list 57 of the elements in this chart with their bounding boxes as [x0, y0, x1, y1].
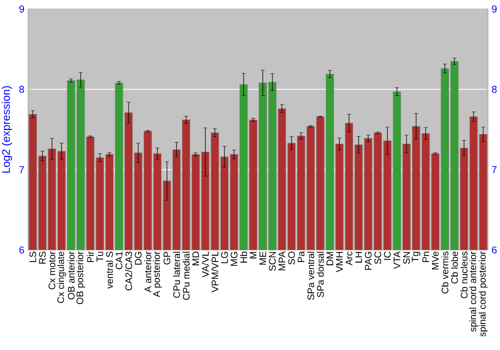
x-tick-label: VMH	[336, 252, 343, 272]
x-tick-label: CPu lateral	[173, 252, 180, 298]
x-tick-label: VTA	[394, 251, 400, 269]
y2-tick-label: 7	[492, 166, 497, 174]
x-tick-label: SN	[403, 252, 410, 264]
x-tick-label: Hb	[240, 252, 248, 263]
x-tick-label: spinal cord posterior	[478, 251, 488, 336]
x-tick-label: Cx motor	[48, 251, 56, 290]
x-tick-label: CPu medial	[182, 252, 190, 300]
x-tick-label: Pn	[422, 252, 429, 262]
x-tick-label: GP	[164, 252, 170, 264]
x-tick-label: MPA	[278, 251, 286, 270]
x-tick-label: OB anterior	[68, 251, 75, 300]
x-tick-label: LS	[29, 252, 36, 262]
y-tick-label: 9	[19, 5, 24, 13]
x-tick-label: LG	[221, 252, 228, 264]
x-tick-label: MVe	[432, 252, 439, 270]
x-tick-label: ME	[260, 252, 266, 265]
x-tick-label: SPa dorsal	[316, 252, 324, 298]
y-tick-label: 6	[19, 246, 24, 254]
x-tick-label: RS	[39, 252, 46, 264]
x-tick-label: SC	[374, 252, 382, 264]
x-tick-label: A anterior	[144, 251, 152, 292]
x-tick-label: ventral S	[106, 252, 113, 289]
x-tick-label: Tg	[412, 252, 420, 262]
x-tick-label: Cx cingulate	[57, 252, 66, 303]
x-tick-label: SPa ventral	[307, 252, 314, 300]
x-tick-label: Pa	[298, 251, 304, 262]
x-tick-label: IC	[384, 252, 391, 260]
x-tick-label: CA1	[116, 252, 122, 270]
y-axis-title: Log2 (expression)	[2, 86, 12, 173]
x-tick-label: DM	[326, 252, 334, 266]
x-tick-label: Pir	[86, 251, 94, 262]
x-tick-label: Cb vermis	[441, 252, 448, 294]
x-tick-label: Cb nucleus	[460, 252, 468, 298]
x-tick-label: MG	[230, 252, 238, 266]
x-tick-label: Cb lobe	[450, 252, 458, 284]
x-tick-label: VPM/VPL	[211, 252, 218, 292]
x-tick-label: CA2/CA3	[125, 252, 132, 290]
x-tick-label: A posterior	[152, 251, 162, 298]
x-tick-label: DG	[134, 252, 142, 265]
x-tick-label: SO	[288, 252, 295, 264]
x-tick-label: SCN	[269, 252, 276, 271]
y2-tick-label: 9	[492, 5, 497, 13]
x-tick-label: MD	[192, 252, 199, 266]
x-tick-label: LH	[355, 252, 362, 263]
x-tick-label: Tu	[96, 252, 104, 262]
x-tick-label: spinal cord anterior	[469, 251, 478, 332]
y2-tick-label: 6	[492, 246, 497, 254]
y2-tick-label: 8	[492, 86, 497, 93]
x-tick-label: M	[250, 252, 256, 258]
x-tick-label: Arc	[346, 251, 352, 266]
x-tick-label: OB posterior	[76, 251, 86, 304]
x-tick-label: PAG	[364, 252, 372, 270]
y-tick-label: 8	[19, 86, 24, 93]
y-tick-label: 7	[19, 166, 24, 174]
x-tick-label: VA/VL	[202, 252, 209, 278]
